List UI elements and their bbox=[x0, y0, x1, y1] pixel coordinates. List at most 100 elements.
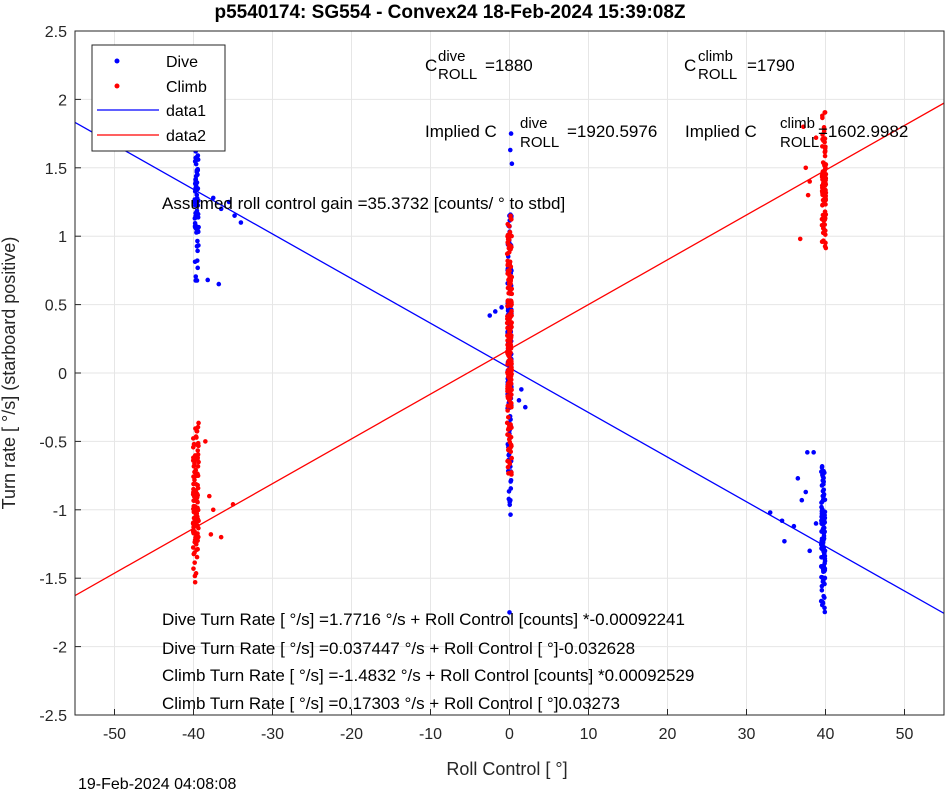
data-point bbox=[195, 265, 201, 271]
data-point bbox=[820, 177, 825, 182]
data-point bbox=[822, 605, 827, 611]
data-point bbox=[492, 309, 498, 314]
chart-title: p5540174: SG554 - Convex24 18-Feb-2024 1… bbox=[214, 2, 685, 23]
data-point bbox=[196, 525, 201, 531]
data-point bbox=[506, 432, 512, 438]
axis-ticks: -50 -40 -30 -20 -10 0 10 20 30 40 50-2.5-2-1.5-1-0… bbox=[39, 24, 913, 743]
data-point bbox=[819, 504, 824, 510]
data-point bbox=[505, 251, 511, 256]
data-point bbox=[813, 135, 819, 141]
data-point bbox=[508, 479, 513, 484]
data-point bbox=[823, 171, 829, 177]
data-point bbox=[821, 537, 826, 543]
equation-dive-degrees: Dive Turn Rate [ °/s] =0.037447 °/s + Ro… bbox=[162, 639, 635, 658]
data-point bbox=[506, 452, 511, 458]
data-point bbox=[819, 554, 824, 560]
x-tick-label: 0 bbox=[505, 726, 514, 743]
implied-dive-value: =1920.5976 bbox=[567, 122, 657, 141]
data-point bbox=[509, 472, 514, 477]
data-point bbox=[192, 529, 197, 534]
implied-dive-main: Implied C bbox=[425, 122, 497, 141]
data-point bbox=[508, 243, 514, 249]
data-point bbox=[509, 455, 514, 461]
data-point bbox=[509, 217, 514, 222]
data-point bbox=[194, 210, 200, 215]
data-point bbox=[822, 110, 828, 115]
data-point bbox=[509, 233, 514, 239]
data-point bbox=[208, 532, 214, 537]
y-tick-label: -2.5 bbox=[39, 708, 67, 725]
data-point bbox=[505, 236, 511, 242]
data-point bbox=[192, 159, 198, 164]
data-point bbox=[507, 502, 513, 508]
data-point bbox=[192, 550, 197, 555]
data-point bbox=[196, 459, 201, 465]
data-point bbox=[192, 560, 197, 565]
data-point bbox=[819, 500, 824, 505]
data-point bbox=[507, 425, 513, 430]
data-point bbox=[823, 182, 828, 187]
data-point bbox=[505, 458, 510, 464]
data-point bbox=[505, 386, 510, 391]
data-point bbox=[193, 482, 199, 487]
data-point bbox=[195, 485, 201, 491]
x-tick-label: -10 bbox=[419, 726, 442, 743]
data-point bbox=[820, 132, 825, 137]
data-point bbox=[820, 160, 826, 165]
data-point bbox=[192, 189, 198, 194]
implied-climb-sup: climb bbox=[780, 115, 815, 132]
y-tick-label: -1.5 bbox=[39, 571, 67, 588]
data-point bbox=[820, 526, 826, 532]
c-climb-sub: ROLL bbox=[698, 66, 737, 83]
data-point bbox=[508, 365, 514, 370]
data-point bbox=[505, 414, 511, 420]
data-point bbox=[196, 534, 201, 540]
data-point bbox=[194, 554, 200, 560]
data-point bbox=[191, 525, 196, 530]
x-axis-label: Roll Control [ °] bbox=[446, 759, 567, 779]
data-point bbox=[767, 510, 773, 515]
y-tick-label: 1.5 bbox=[45, 161, 67, 178]
data-point bbox=[820, 600, 826, 606]
data-point bbox=[822, 553, 828, 559]
y-tick-label: -2 bbox=[53, 640, 67, 657]
data-point bbox=[216, 281, 222, 287]
implied-climb-sub: ROLL bbox=[780, 134, 819, 151]
data-point bbox=[195, 448, 201, 453]
implied-dive-sup: dive bbox=[520, 115, 548, 132]
data-point bbox=[230, 502, 236, 507]
x-tick-label: 20 bbox=[659, 726, 677, 743]
x-tick-label: -20 bbox=[340, 726, 363, 743]
data-point bbox=[195, 499, 200, 505]
c-climb-value: =1790 bbox=[747, 56, 795, 75]
data-point bbox=[196, 420, 201, 426]
data-point bbox=[505, 333, 510, 338]
data-point bbox=[505, 380, 511, 386]
data-point bbox=[821, 128, 827, 134]
data-point bbox=[507, 147, 513, 153]
implied-dive-sub: ROLL bbox=[520, 134, 559, 151]
y-tick-label: 2.5 bbox=[45, 24, 67, 41]
legend: Dive Climb data1 data2 bbox=[91, 44, 226, 152]
data-point bbox=[195, 238, 200, 244]
data-point bbox=[191, 441, 197, 447]
data-point bbox=[508, 346, 514, 351]
c-climb-main: C bbox=[684, 56, 696, 75]
data-point bbox=[195, 464, 201, 469]
data-point bbox=[487, 313, 493, 318]
data-point bbox=[506, 489, 512, 494]
data-point bbox=[508, 246, 513, 252]
data-point bbox=[779, 518, 785, 524]
data-point bbox=[819, 483, 825, 488]
data-point bbox=[819, 574, 824, 580]
data-point bbox=[823, 240, 828, 246]
gain-annotation: Assumed roll control gain =35.3732 [coun… bbox=[162, 194, 565, 213]
data-point bbox=[207, 493, 212, 499]
data-point bbox=[191, 566, 196, 571]
data-point bbox=[194, 154, 199, 160]
data-point bbox=[508, 512, 513, 517]
data-point bbox=[821, 125, 827, 130]
x-tick-label: 10 bbox=[580, 726, 598, 743]
data-point bbox=[190, 492, 196, 497]
legend-marker-climb bbox=[114, 83, 120, 89]
